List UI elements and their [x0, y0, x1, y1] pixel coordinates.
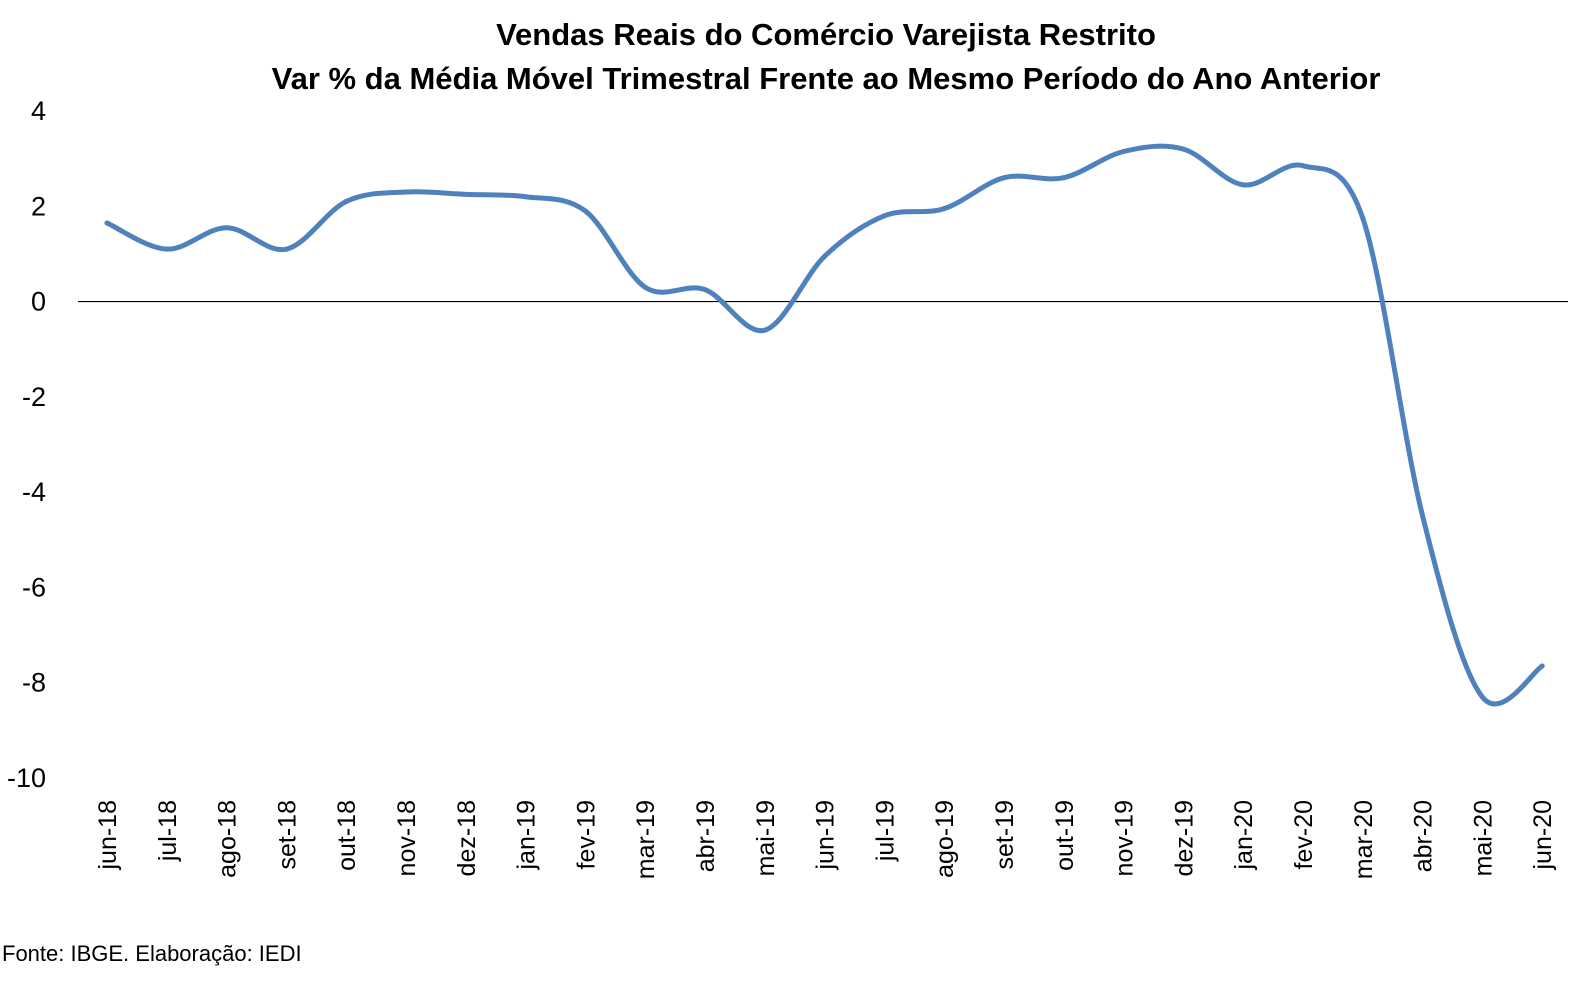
y-tick-label: 0 [31, 287, 46, 317]
x-tick-label: fev-20 [1290, 800, 1318, 869]
data-point [1479, 694, 1485, 700]
chart-title: Vendas Reais do Comércio Varejista Restr… [496, 17, 1156, 52]
data-point [762, 327, 768, 333]
x-tick-label: jul-19 [871, 800, 899, 862]
x-tick-label: jan-19 [513, 800, 541, 871]
x-tick-label: jun-18 [94, 800, 122, 871]
x-tick-label: out-19 [1051, 800, 1079, 871]
x-tick-label: set-19 [991, 800, 1019, 869]
y-tick-label: -10 [7, 763, 46, 793]
y-tick-label: -4 [22, 477, 46, 507]
data-point [941, 206, 947, 212]
x-tick-label: abr-19 [692, 800, 720, 872]
x-tick-label: jul-18 [154, 800, 182, 862]
x-tick-label: ago-19 [931, 800, 959, 878]
x-tick-label: nov-18 [393, 800, 421, 876]
data-point [881, 213, 887, 219]
data-point [822, 253, 828, 259]
x-tick-label: jan-20 [1230, 800, 1258, 871]
y-tick-label: 2 [31, 191, 46, 221]
source-note: Fonte: IBGE. Elaboração: IEDI [2, 941, 302, 966]
x-tick-label: mar-19 [632, 800, 660, 879]
x-tick-label: fev-19 [572, 800, 600, 869]
data-point [1061, 175, 1067, 181]
x-tick-label: dez-18 [453, 800, 481, 876]
x-tick-label: abr-20 [1410, 800, 1438, 872]
x-tick-label: set-18 [273, 800, 301, 869]
x-tick-label: out-18 [333, 800, 361, 871]
series-line [104, 143, 1545, 707]
x-tick-label: jun-19 [812, 800, 840, 871]
chart-subtitle: Var % da Média Móvel Trimestral Frente a… [272, 61, 1381, 96]
data-point [1539, 663, 1545, 669]
data-point [1121, 148, 1127, 154]
x-tick-label: ago-18 [214, 800, 242, 878]
data-point [523, 194, 529, 200]
data-point [1360, 215, 1366, 221]
data-point [104, 220, 110, 226]
data-point [582, 208, 588, 214]
data-point [343, 199, 349, 205]
x-tick-label: mai-19 [752, 800, 780, 876]
data-point [1300, 163, 1306, 169]
y-tick-label: -8 [22, 668, 46, 698]
data-point [283, 246, 289, 252]
y-tick-label: 4 [31, 96, 46, 126]
data-point [224, 225, 230, 231]
data-point [1420, 513, 1426, 519]
data-point [463, 191, 469, 197]
data-point [164, 246, 170, 252]
data-point [1001, 175, 1007, 181]
x-tick-label: mar-20 [1350, 800, 1378, 879]
x-tick-label: nov-19 [1111, 800, 1139, 876]
data-point [1180, 146, 1186, 152]
data-point [403, 189, 409, 195]
y-axis: 4 2 0 -2 -4 -6 -8 -10 [7, 96, 46, 793]
x-tick-label: dez-19 [1170, 800, 1198, 876]
y-tick-label: -6 [22, 572, 46, 602]
data-point [702, 287, 708, 293]
data-point [642, 284, 648, 290]
data-point [1240, 182, 1246, 188]
x-tick-label: mai-20 [1469, 800, 1497, 876]
y-tick-label: -2 [22, 382, 46, 412]
x-tick-label: jun-20 [1529, 800, 1557, 871]
x-axis: jun-18 jul-18 ago-18 set-18 out-18 nov-18 dez-… [94, 800, 1557, 879]
